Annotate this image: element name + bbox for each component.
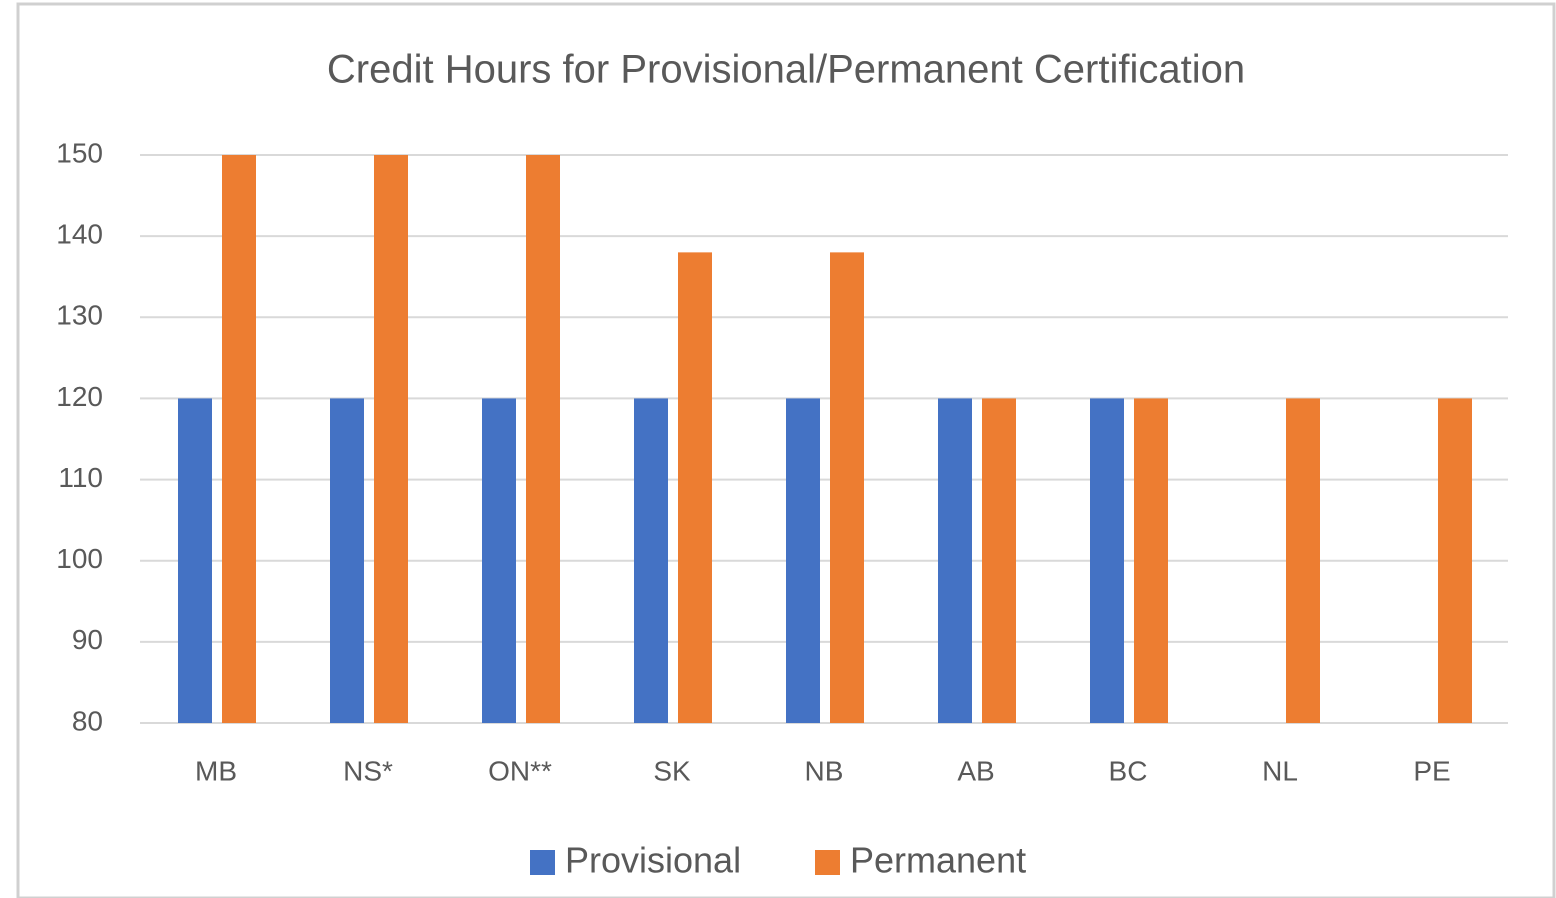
chart-title: Credit Hours for Provisional/Permanent C… (327, 48, 1245, 92)
legend-label: Permanent (850, 840, 1026, 881)
y-tick-label: 110 (58, 462, 103, 493)
x-tick-label: SK (653, 755, 691, 786)
y-tick-label: 80 (72, 705, 103, 736)
bar (634, 398, 668, 723)
x-tick-label: NB (805, 755, 844, 786)
legend-swatch (815, 850, 840, 875)
bar (374, 155, 408, 723)
x-tick-label: ON** (488, 755, 552, 786)
y-tick-label: 130 (56, 300, 103, 331)
x-tick-label: NS* (343, 755, 393, 786)
legend-swatch (530, 850, 555, 875)
bar (938, 398, 972, 723)
bar (222, 155, 256, 723)
bar (482, 398, 516, 723)
legend-label: Provisional (565, 840, 741, 881)
bar (1438, 398, 1472, 723)
x-tick-label: NL (1262, 755, 1298, 786)
y-tick-label: 90 (72, 624, 103, 655)
bar (830, 252, 864, 723)
x-tick-label: BC (1109, 755, 1148, 786)
bar (330, 398, 364, 723)
bar (1286, 398, 1320, 723)
x-tick-label: AB (957, 755, 994, 786)
bar (786, 398, 820, 723)
y-tick-label: 100 (56, 543, 103, 574)
y-tick-label: 150 (56, 137, 103, 168)
bar (982, 398, 1016, 723)
bar (178, 398, 212, 723)
bar (1090, 398, 1124, 723)
y-tick-label: 140 (56, 219, 103, 250)
y-tick-label: 120 (56, 381, 103, 412)
bar (1134, 398, 1168, 723)
x-tick-label: MB (195, 755, 237, 786)
bar (678, 252, 712, 723)
bar (526, 155, 560, 723)
x-tick-label: PE (1413, 755, 1450, 786)
